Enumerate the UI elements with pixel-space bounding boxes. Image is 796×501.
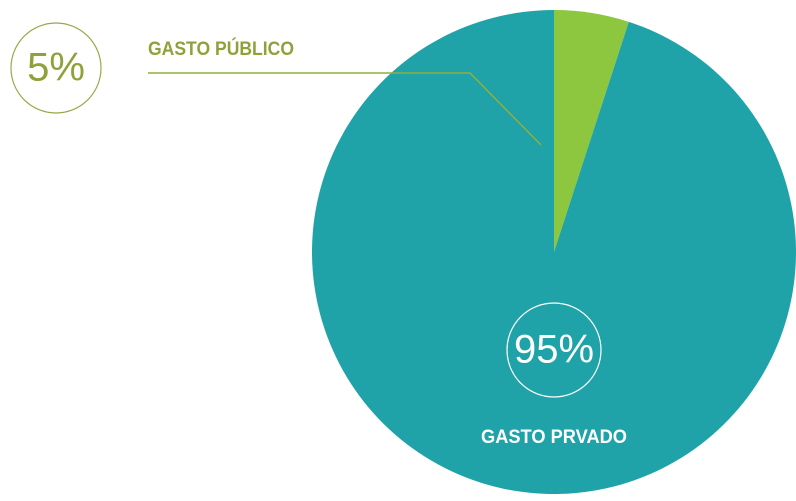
slice-label: GASTO PÚBLICO [148,38,294,60]
value-label-circle [506,302,602,398]
value-label: 95% [514,328,594,372]
pie [312,10,796,494]
pie-slice [554,10,629,252]
pie-slice [312,10,796,494]
leader-line [148,72,542,146]
value-label: 5% [27,46,85,90]
slice-label: GASTO PRVADO [481,427,627,448]
value-label-circle [10,22,102,114]
